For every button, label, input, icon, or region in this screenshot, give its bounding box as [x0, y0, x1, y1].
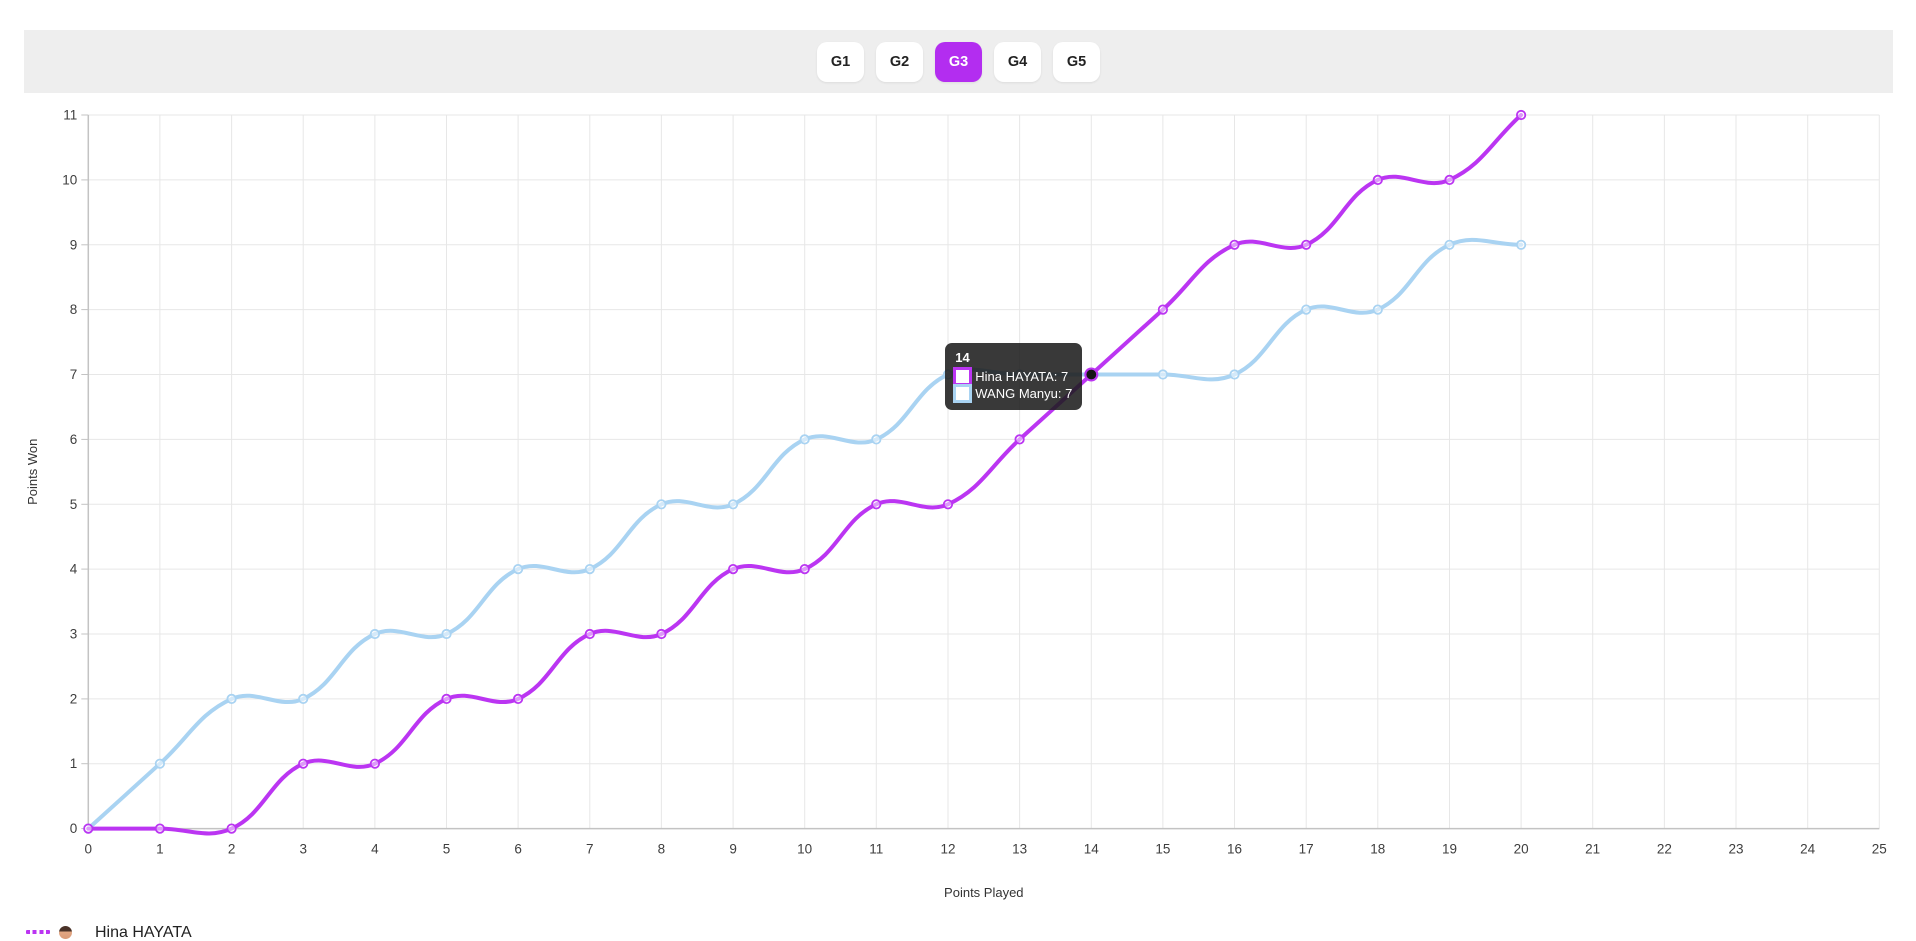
svg-text:23: 23	[1728, 842, 1743, 857]
tooltip-series-value: Hina HAYATA: 7	[975, 368, 1069, 384]
game-selector-toolbar: G1 G2 G3 G4 G5	[24, 30, 1893, 93]
svg-text:2: 2	[70, 691, 78, 706]
svg-text:12: 12	[940, 842, 955, 857]
game-button-g5[interactable]: G5	[1053, 41, 1100, 82]
svg-text:8: 8	[70, 302, 78, 317]
tooltip-title: 14	[955, 349, 970, 365]
svg-text:6: 6	[70, 432, 78, 447]
svg-text:14: 14	[1084, 842, 1100, 857]
svg-text:0: 0	[85, 842, 93, 857]
x-axis-title: Points Played	[944, 885, 1024, 900]
x-axis-tick-labels: 0 1 2 3 4 5 6 7 8 9 10 11 12 13 14 15 16 17 18 19 20 21 22 23 24…	[85, 842, 1887, 857]
svg-text:1: 1	[156, 842, 164, 857]
legend-item-hina-hayata[interactable]: Hina HAYATA	[26, 922, 192, 941]
tooltip-series-value: WANG Manyu: 7	[975, 385, 1073, 401]
svg-text:2: 2	[228, 842, 236, 857]
svg-text:4: 4	[371, 842, 379, 857]
y-axis-title: Points Won	[25, 439, 40, 505]
svg-text:1: 1	[70, 756, 78, 771]
svg-text:3: 3	[70, 627, 78, 642]
series-markers-hina-hayata[interactable]	[83, 109, 1527, 834]
svg-text:0: 0	[70, 821, 78, 836]
svg-text:3: 3	[299, 842, 307, 857]
y-axis-tick-labels: 0 1 2 3 4 5 6 7 8 9 10 11	[62, 108, 78, 837]
svg-text:22: 22	[1657, 842, 1672, 857]
svg-text:10: 10	[797, 842, 812, 857]
svg-text:11: 11	[63, 108, 77, 123]
chart-tooltip: 14 Hina HAYATA: 7 WANG Manyu: 7	[945, 342, 1083, 410]
svg-text:5: 5	[70, 497, 78, 512]
svg-text:5: 5	[443, 842, 451, 857]
svg-text:20: 20	[1514, 842, 1529, 857]
svg-text:9: 9	[70, 237, 78, 252]
game-button-g2[interactable]: G2	[876, 41, 923, 82]
svg-text:9: 9	[729, 842, 737, 857]
svg-text:13: 13	[1012, 842, 1027, 857]
hover-point	[1086, 369, 1097, 380]
svg-text:15: 15	[1155, 842, 1170, 857]
tooltip-row: WANG Manyu: 7	[953, 383, 1073, 403]
svg-text:17: 17	[1299, 842, 1314, 857]
svg-text:7: 7	[586, 842, 594, 857]
series-line-wang-manyu[interactable]	[86, 237, 1524, 831]
legend-line-swatch	[26, 930, 50, 934]
svg-text:16: 16	[1227, 842, 1242, 857]
svg-text:18: 18	[1370, 842, 1385, 857]
svg-text:10: 10	[62, 172, 77, 187]
grid	[87, 114, 1880, 830]
legend-label: Hina HAYATA	[95, 924, 192, 941]
game-button-g4[interactable]: G4	[994, 41, 1041, 82]
svg-text:25: 25	[1872, 842, 1887, 857]
game-button-g3[interactable]: G3	[935, 41, 982, 82]
svg-text:21: 21	[1585, 842, 1600, 857]
svg-text:6: 6	[514, 842, 522, 857]
tooltip-series-swatch	[953, 383, 973, 403]
svg-text:8: 8	[658, 842, 666, 857]
svg-text:11: 11	[869, 842, 883, 857]
svg-text:24: 24	[1800, 842, 1816, 857]
svg-text:19: 19	[1442, 842, 1457, 857]
game-button-g1[interactable]: G1	[817, 41, 864, 82]
svg-text:7: 7	[70, 367, 78, 382]
tooltip-row: Hina HAYATA: 7	[953, 366, 1072, 386]
player-avatar	[59, 926, 72, 939]
svg-text:4: 4	[70, 562, 78, 577]
